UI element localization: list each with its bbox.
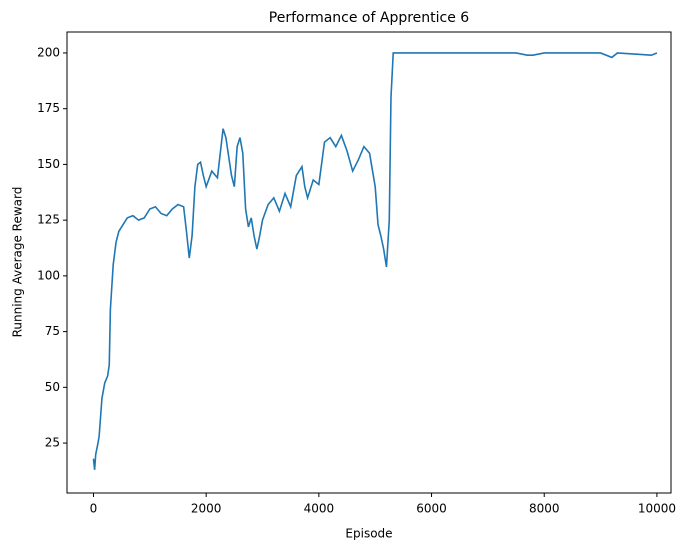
x-axis-label: Episode xyxy=(345,527,392,541)
x-tick-label: 2000 xyxy=(191,502,222,516)
y-tick-label: 25 xyxy=(45,436,60,450)
chart-title: Performance of Apprentice 6 xyxy=(269,10,470,26)
y-tick-label: 50 xyxy=(45,380,60,394)
y-tick-label: 175 xyxy=(37,101,60,115)
y-tick-label: 125 xyxy=(37,213,60,227)
y-axis-label: Running Average Reward xyxy=(11,187,25,338)
x-tick-label: 4000 xyxy=(304,502,335,516)
y-tick-label: 200 xyxy=(37,45,60,59)
x-tick-label: 0 xyxy=(90,502,98,516)
y-tick-label: 150 xyxy=(37,157,60,171)
x-tick-label: 10000 xyxy=(638,502,676,516)
x-tick-label: 8000 xyxy=(529,502,560,516)
plot-frame xyxy=(66,31,672,494)
x-tick-label: 6000 xyxy=(416,502,447,516)
data-line xyxy=(92,52,658,470)
y-tick-label: 100 xyxy=(37,268,60,282)
y-tick-label: 75 xyxy=(45,324,60,338)
